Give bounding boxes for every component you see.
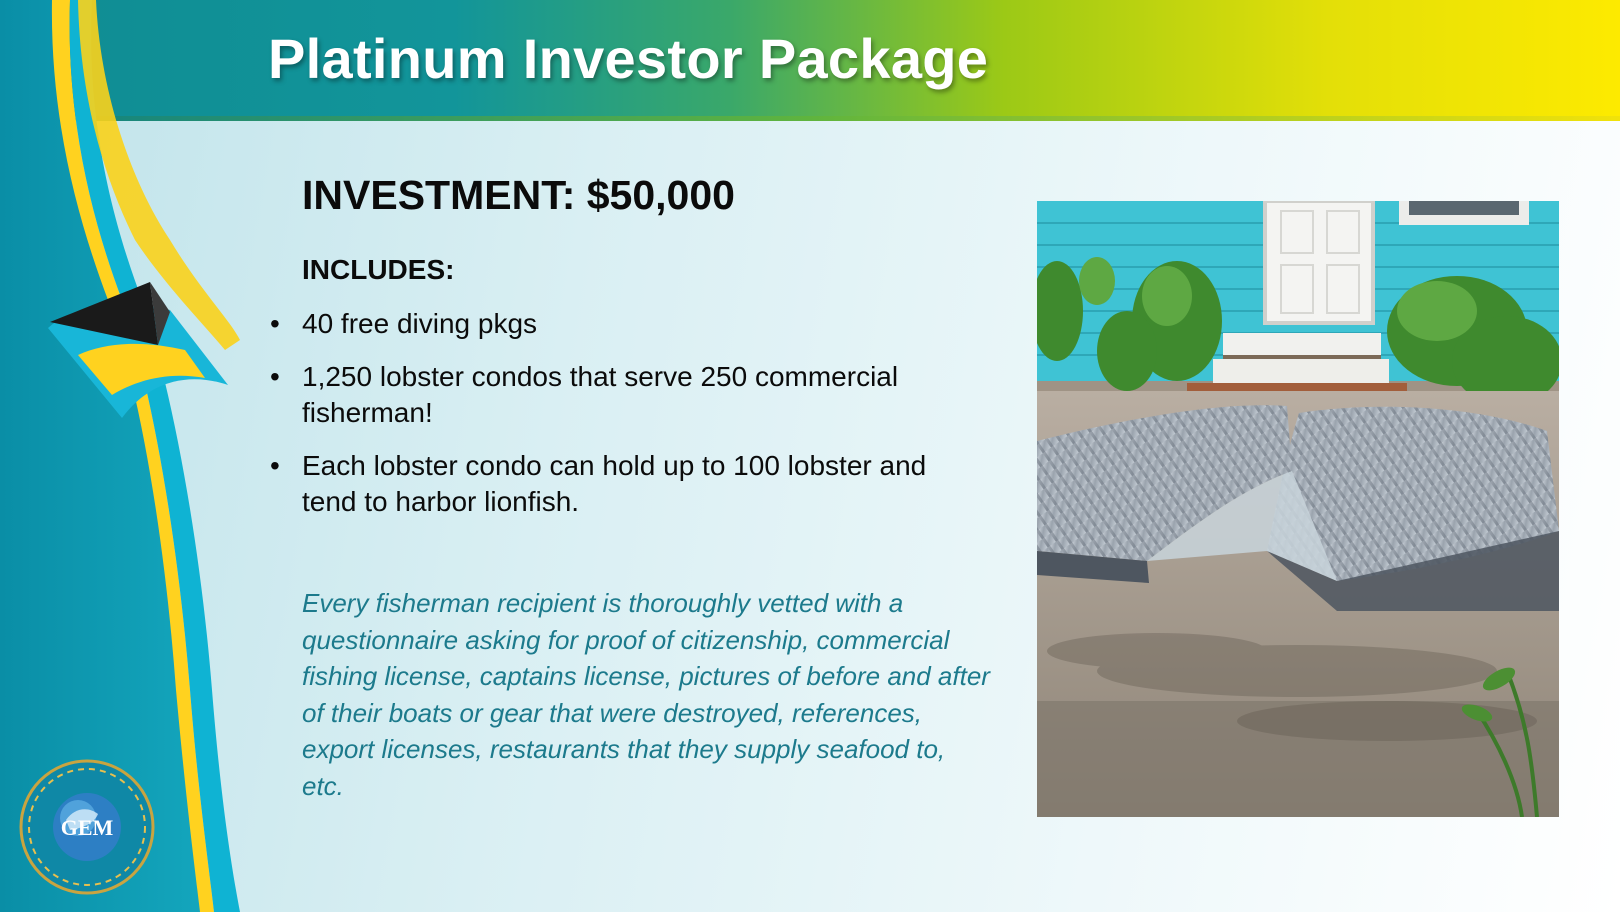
gem-globe-logo-icon: GEM — [19, 759, 155, 895]
bullet-dot: • — [270, 361, 280, 392]
investment-heading: INVESTMENT: $50,000 — [302, 172, 735, 218]
bullet-item: • 40 free diving pkgs — [268, 306, 988, 342]
bahamas-flag-ribbon-icon — [0, 0, 240, 912]
title-bar — [0, 0, 1620, 118]
bullet-dot: • — [270, 450, 280, 481]
bullet-item: • 1,250 lobster condos that serve 250 com… — [270, 361, 899, 428]
bullet-list: • 40 free diving pkgs • 1,250 lobster cond… — [268, 306, 988, 537]
svg-text:GEM: GEM — [61, 815, 114, 840]
bullet-item: • Each lobster condo can hold up to 100 l… — [270, 450, 927, 517]
slide-title: Platinum Investor Package — [268, 27, 989, 90]
includes-label: INCLUDES: — [302, 254, 455, 285]
bullet-dot: • — [270, 308, 280, 339]
lobster-condo-photo-icon — [1037, 201, 1559, 817]
vetting-note: Every fisherman recipient is thoroughly … — [302, 588, 990, 801]
title-bar-underline — [0, 116, 1620, 121]
